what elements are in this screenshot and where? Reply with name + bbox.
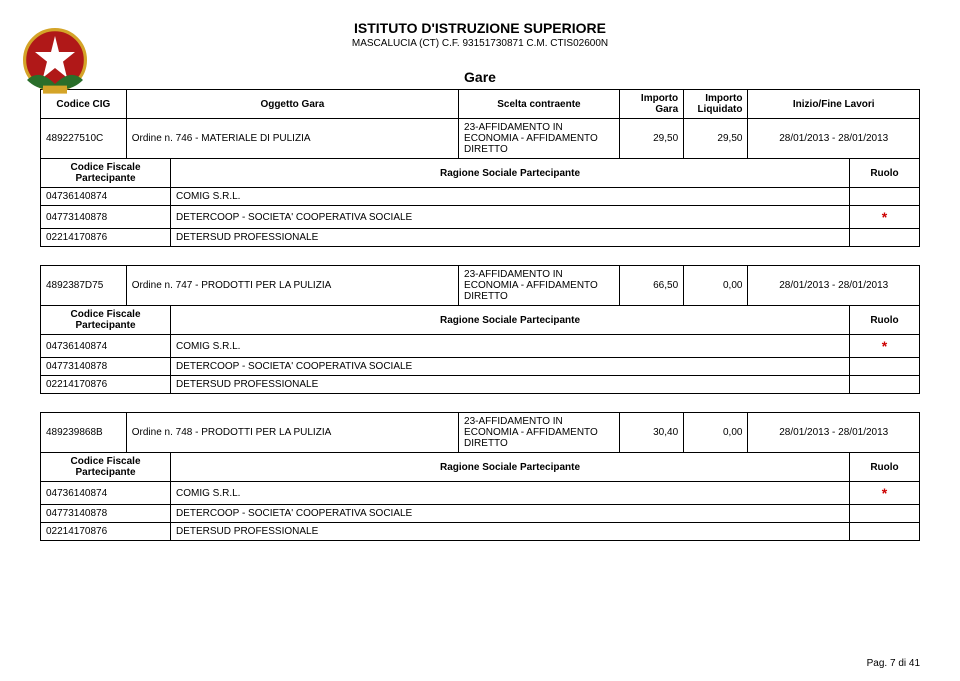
col-ruolo-header: Ruolo: [850, 159, 920, 188]
col-cf-header: Codice Fiscale Partecipante: [41, 306, 171, 335]
col-date-header: Inizio/Fine Lavori: [748, 90, 920, 119]
cig-value: 4892387D75: [41, 266, 127, 306]
partecipante-row: 02214170876DETERSUD PROFESSIONALE: [41, 523, 920, 541]
partecipante-row: 04736140874COMIG S.R.L.*: [41, 482, 920, 505]
cig-value: 489227510C: [41, 119, 127, 159]
col-oggetto-header: Oggetto Gara: [126, 90, 458, 119]
ragione-value: DETERCOOP - SOCIETA' COOPERATIVA SOCIALE: [171, 206, 850, 229]
col-cf-header: Codice Fiscale Partecipante: [41, 159, 171, 188]
partecipante-row: 04773140878DETERCOOP - SOCIETA' COOPERAT…: [41, 505, 920, 523]
importo-liq-value: 0,00: [684, 266, 748, 306]
ruolo-value: *: [850, 206, 920, 229]
col-ragione-header: Ragione Sociale Partecipante: [171, 453, 850, 482]
date-value: 28/01/2013 - 28/01/2013: [748, 413, 920, 453]
ragione-value: COMIG S.R.L.: [171, 482, 850, 505]
partecipante-row: 02214170876DETERSUD PROFESSIONALE: [41, 229, 920, 247]
section-title: Gare: [40, 69, 920, 85]
page-footer: Pag. 7 di 41: [867, 658, 920, 669]
gara-block: 4892387D75Ordine n. 747 - PRODOTTI PER L…: [40, 265, 920, 394]
scelta-value: 23-AFFIDAMENTO IN ECONOMIA - AFFIDAMENTO…: [459, 266, 620, 306]
col-ruolo-header: Ruolo: [850, 453, 920, 482]
ragione-value: COMIG S.R.L.: [171, 335, 850, 358]
ragione-value: DETERSUD PROFESSIONALE: [171, 376, 850, 394]
ruolo-value: [850, 376, 920, 394]
partecipante-row: 02214170876DETERSUD PROFESSIONALE: [41, 376, 920, 394]
importo-gara-value: 29,50: [619, 119, 683, 159]
col-importo-gara-header: Importo Gara: [619, 90, 683, 119]
cf-value: 04773140878: [41, 358, 171, 376]
oggetto-value: Ordine n. 748 - PRODOTTI PER LA PULIZIA: [126, 413, 458, 453]
oggetto-value: Ordine n. 746 - MATERIALE DI PULIZIA: [126, 119, 458, 159]
cf-value: 04736140874: [41, 335, 171, 358]
ragione-value: DETERCOOP - SOCIETA' COOPERATIVA SOCIALE: [171, 505, 850, 523]
ragione-value: DETERCOOP - SOCIETA' COOPERATIVA SOCIALE: [171, 358, 850, 376]
ruolo-value: [850, 188, 920, 206]
gara-block: Codice CIGOggetto GaraScelta contraenteI…: [40, 89, 920, 247]
importo-gara-value: 30,40: [619, 413, 683, 453]
ragione-value: COMIG S.R.L.: [171, 188, 850, 206]
cf-value: 02214170876: [41, 376, 171, 394]
importo-liq-value: 29,50: [684, 119, 748, 159]
importo-gara-value: 66,50: [619, 266, 683, 306]
cf-value: 02214170876: [41, 229, 171, 247]
col-ragione-header: Ragione Sociale Partecipante: [171, 306, 850, 335]
date-value: 28/01/2013 - 28/01/2013: [748, 266, 920, 306]
institution-title: ISTITUTO D'ISTRUZIONE SUPERIORE: [40, 20, 920, 36]
col-ruolo-header: Ruolo: [850, 306, 920, 335]
gara-block: 489239868BOrdine n. 748 - PRODOTTI PER L…: [40, 412, 920, 541]
partecipante-row: 04773140878DETERCOOP - SOCIETA' COOPERAT…: [41, 206, 920, 229]
col-ragione-header: Ragione Sociale Partecipante: [171, 159, 850, 188]
partecipante-row: 04736140874COMIG S.R.L.: [41, 188, 920, 206]
scelta-value: 23-AFFIDAMENTO IN ECONOMIA - AFFIDAMENTO…: [459, 119, 620, 159]
importo-liq-value: 0,00: [684, 413, 748, 453]
ruolo-value: *: [850, 335, 920, 358]
ragione-value: DETERSUD PROFESSIONALE: [171, 229, 850, 247]
ruolo-value: [850, 505, 920, 523]
col-cf-header: Codice Fiscale Partecipante: [41, 453, 171, 482]
ruolo-value: [850, 229, 920, 247]
partecipante-header-row: Codice Fiscale PartecipanteRagione Socia…: [41, 159, 920, 188]
col-scelta-header: Scelta contraente: [459, 90, 620, 119]
partecipante-header-row: Codice Fiscale PartecipanteRagione Socia…: [41, 306, 920, 335]
ruolo-value: *: [850, 482, 920, 505]
partecipante-row: 04736140874COMIG S.R.L.*: [41, 335, 920, 358]
col-importo-liq-header: Importo Liquidato: [684, 90, 748, 119]
cf-value: 04773140878: [41, 206, 171, 229]
gara-main-row: 4892387D75Ordine n. 747 - PRODOTTI PER L…: [41, 266, 920, 306]
italian-emblem-icon: [15, 20, 95, 100]
cig-value: 489239868B: [41, 413, 127, 453]
scelta-value: 23-AFFIDAMENTO IN ECONOMIA - AFFIDAMENTO…: [459, 413, 620, 453]
cf-value: 02214170876: [41, 523, 171, 541]
gara-main-row: 489239868BOrdine n. 748 - PRODOTTI PER L…: [41, 413, 920, 453]
partecipante-row: 04773140878DETERCOOP - SOCIETA' COOPERAT…: [41, 358, 920, 376]
cf-value: 04736140874: [41, 188, 171, 206]
gare-list: Codice CIGOggetto GaraScelta contraenteI…: [40, 89, 920, 541]
page-header: ISTITUTO D'ISTRUZIONE SUPERIORE MASCALUC…: [40, 20, 920, 49]
gara-main-row: 489227510COrdine n. 746 - MATERIALE DI P…: [41, 119, 920, 159]
cf-value: 04736140874: [41, 482, 171, 505]
partecipante-header-row: Codice Fiscale PartecipanteRagione Socia…: [41, 453, 920, 482]
ruolo-value: [850, 358, 920, 376]
ruolo-value: [850, 523, 920, 541]
ragione-value: DETERSUD PROFESSIONALE: [171, 523, 850, 541]
cf-value: 04773140878: [41, 505, 171, 523]
oggetto-value: Ordine n. 747 - PRODOTTI PER LA PULIZIA: [126, 266, 458, 306]
date-value: 28/01/2013 - 28/01/2013: [748, 119, 920, 159]
institution-subtitle: MASCALUCIA (CT) C.F. 93151730871 C.M. CT…: [40, 38, 920, 49]
